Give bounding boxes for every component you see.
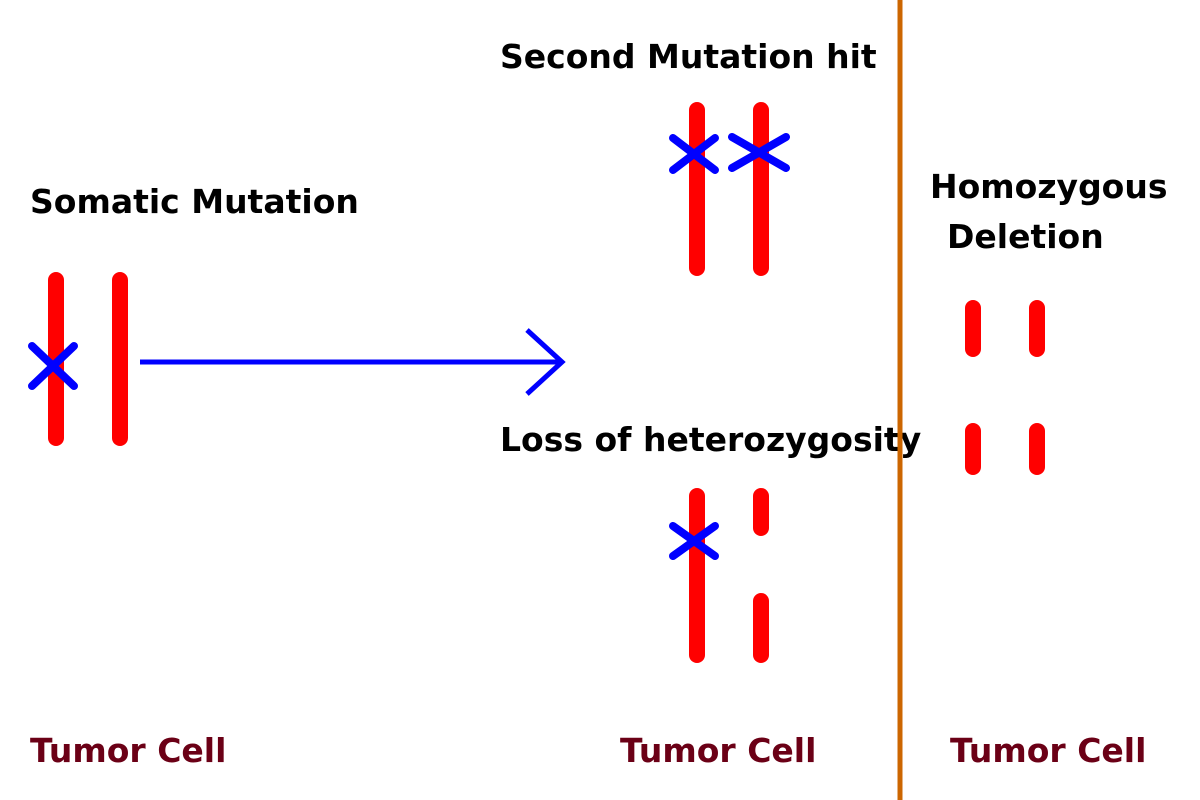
loh-chromosome-pair bbox=[669, 488, 769, 663]
homozygous-label-line2: Deletion bbox=[947, 217, 1104, 256]
loss-of-heterozygosity-label: Loss of heterozygosity bbox=[500, 420, 921, 459]
mutation-x-mark bbox=[669, 522, 719, 560]
somatic-mutation-label: Somatic Mutation bbox=[30, 182, 359, 221]
tumor-cell-label: Tumor Cell bbox=[30, 731, 226, 770]
mutation-x-mark bbox=[28, 342, 78, 390]
tumor-cell-label: Tumor Cell bbox=[620, 731, 816, 770]
second-hit-chromosome-pair bbox=[669, 102, 790, 276]
tumor-cell-label: Tumor Cell bbox=[950, 731, 1146, 770]
second-mutation-hit-label: Second Mutation hit bbox=[500, 37, 877, 76]
mutation-x-mark bbox=[669, 134, 719, 174]
homozygous-label-line1: Homozygous bbox=[930, 167, 1168, 206]
mutation-x-mark bbox=[728, 133, 790, 172]
progression-arrow bbox=[140, 328, 566, 396]
homozygous-deletion-chromosomes bbox=[965, 300, 1045, 475]
somatic-chromosome-pair bbox=[28, 272, 128, 446]
